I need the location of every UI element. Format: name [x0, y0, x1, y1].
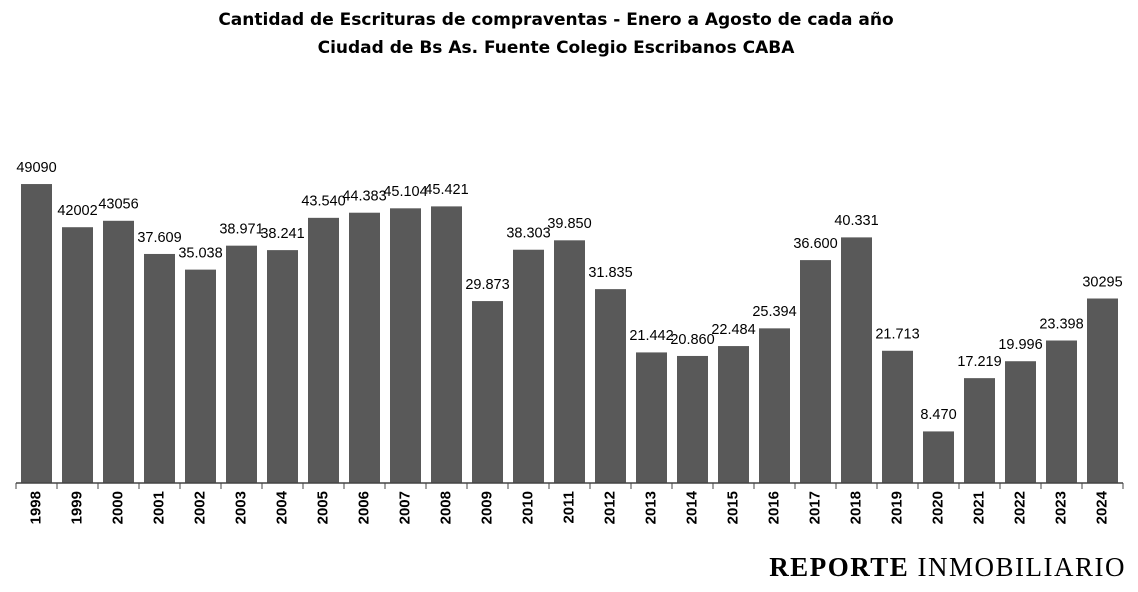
- value-label: 43.540: [301, 194, 345, 210]
- bar: [677, 355, 708, 483]
- value-label: 25.394: [752, 304, 796, 320]
- bar: [144, 253, 175, 483]
- value-label: 44.383: [342, 189, 386, 205]
- chart-title: Cantidad de Escrituras de compraventas -…: [218, 10, 893, 30]
- value-label: 19.996: [998, 337, 1042, 353]
- x-tick-label: 2002: [191, 491, 208, 524]
- bar: [472, 301, 503, 483]
- x-tick-label: 2004: [273, 490, 290, 524]
- value-label: 20.860: [670, 332, 714, 348]
- x-tick-label: 2006: [355, 491, 372, 524]
- bar: [226, 245, 257, 483]
- value-label: 42002: [57, 203, 97, 219]
- value-label: 38.971: [219, 221, 263, 237]
- bar: [882, 350, 913, 483]
- bar: [390, 208, 421, 483]
- bar: [636, 352, 667, 483]
- bar: [103, 220, 134, 484]
- x-tick-label: 2014: [683, 490, 700, 524]
- value-label: 45.421: [424, 182, 468, 198]
- bar: [964, 378, 995, 483]
- x-tick-label: 2020: [929, 491, 946, 524]
- x-tick-label: 2011: [560, 491, 577, 524]
- bar: [718, 346, 749, 483]
- bar: [513, 249, 544, 483]
- x-tick-label: 2021: [970, 491, 987, 524]
- x-tick-label: 2016: [765, 491, 782, 524]
- value-label: 23.398: [1039, 316, 1083, 332]
- value-label: 40.331: [834, 213, 878, 229]
- bar: [923, 431, 954, 483]
- x-tick-label: 1999: [68, 491, 85, 524]
- value-label: 36.600: [793, 236, 837, 252]
- bar: [21, 184, 52, 483]
- value-label: 37.609: [137, 230, 181, 246]
- bar: [1046, 340, 1077, 483]
- x-tick-label: 2015: [724, 491, 741, 524]
- bar: [185, 269, 216, 483]
- value-label: 45.104: [383, 184, 427, 200]
- value-label: 29.873: [465, 277, 509, 293]
- bar: [62, 227, 93, 483]
- x-tick-label: 2010: [519, 491, 536, 524]
- brand: REPORTE INMOBILIARIO: [769, 552, 1126, 582]
- x-tick-label: 2009: [478, 491, 495, 524]
- x-tick-label: 1998: [27, 491, 44, 524]
- bar: [267, 250, 298, 483]
- value-label: 22.484: [711, 322, 755, 338]
- x-tick-label: 2005: [314, 491, 331, 524]
- value-label: 43056: [98, 197, 138, 213]
- brand-regular: INMOBILIARIO: [918, 552, 1126, 582]
- value-label: 49090: [16, 160, 56, 176]
- bar: [1005, 361, 1036, 483]
- x-tick-label: 2017: [806, 491, 823, 524]
- value-label: 35.038: [178, 245, 222, 261]
- brand-bold: REPORTE: [769, 552, 909, 582]
- bar: [554, 240, 585, 483]
- value-label: 30295: [1082, 274, 1122, 290]
- value-label: 21.442: [629, 328, 673, 344]
- bar: [308, 217, 339, 483]
- bar: [841, 237, 872, 483]
- value-label: 38.241: [260, 226, 304, 242]
- value-label: 38.303: [506, 226, 550, 242]
- x-tick-label: 2019: [888, 491, 905, 524]
- x-tick-label: 2024: [1093, 490, 1110, 524]
- x-tick-label: 2018: [847, 491, 864, 524]
- bar: [800, 260, 831, 483]
- x-tick-label: 2008: [437, 491, 454, 524]
- x-tick-label: 2012: [601, 491, 618, 524]
- bar: [349, 212, 380, 484]
- bar: [595, 289, 626, 483]
- value-label: 17.219: [957, 354, 1001, 370]
- x-tick-label: 2003: [232, 491, 249, 524]
- bar: [759, 328, 790, 483]
- value-label: 21.713: [875, 327, 919, 343]
- value-label: 8.470: [920, 407, 956, 423]
- chart-subtitle: Ciudad de Bs As. Fuente Colegio Escriban…: [318, 38, 796, 58]
- x-tick-label: 2022: [1011, 491, 1028, 524]
- x-tick-label: 2023: [1052, 491, 1069, 524]
- bar: [1087, 298, 1118, 483]
- value-label: 31.835: [588, 265, 632, 281]
- x-tick-label: 2013: [642, 491, 659, 524]
- bar: [431, 206, 462, 483]
- x-tick-label: 2001: [150, 491, 167, 524]
- x-tick-label: 2000: [109, 491, 126, 524]
- x-tick-label: 2007: [396, 491, 413, 524]
- value-label: 39.850: [547, 216, 591, 232]
